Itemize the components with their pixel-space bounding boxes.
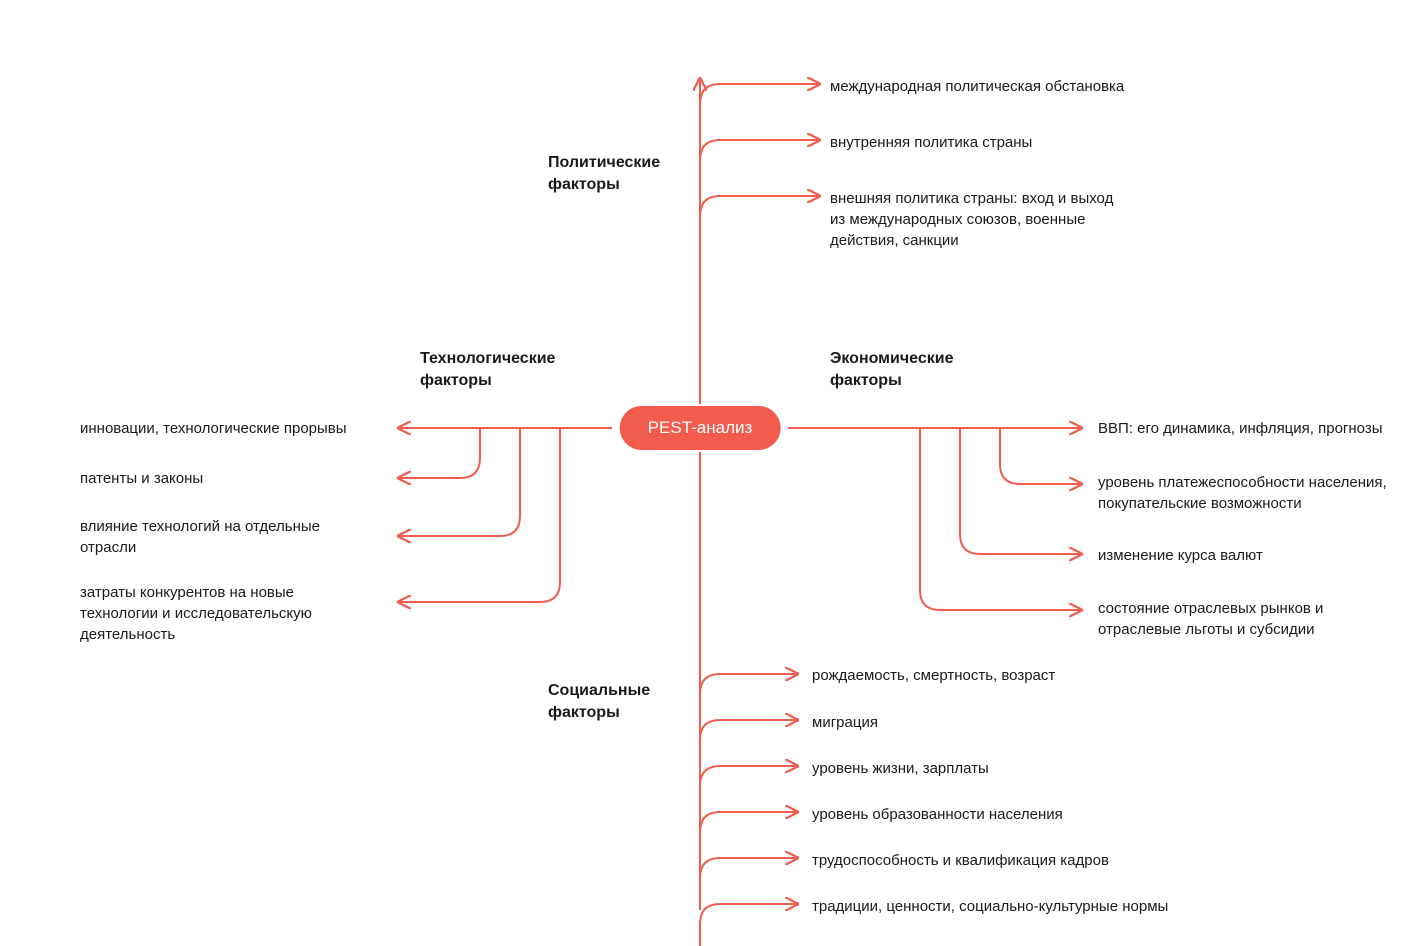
leaf-tech-1: патенты и законы [80,468,203,489]
branch-title-political: Политические факторы [548,152,660,195]
leaf-social-3: уровень образованности населения [812,804,1063,825]
leaf-economic-2: изменение курса валют [1098,545,1263,566]
leaf-social-2: уровень жизни, зарплаты [812,758,989,779]
leaf-economic-0: ВВП: его динамика, инфляция, прогнозы [1098,418,1383,439]
leaf-tech-2: влияние технологий на отдельные отрасли [80,516,360,558]
pest-mindmap: PEST-анализ Политические факторы Экономи… [0,0,1418,946]
leaf-social-0: рождаемость, смертность, возраст [812,665,1055,686]
leaf-tech-3: затраты конкурентов на новые технологии … [80,582,350,645]
leaf-social-1: миграция [812,712,878,733]
leaf-social-5: традиции, ценности, социально-культурные… [812,896,1168,917]
branch-title-economic: Экономические факторы [830,348,953,391]
center-node: PEST-анализ [620,406,781,450]
branch-title-technological: Технологические факторы [420,348,555,391]
leaf-political-2: внешняя политика страны: вход и выход из… [830,188,1130,251]
leaf-political-0: международная политическая обстановка [830,76,1124,97]
leaf-political-1: внутренняя политика страны [830,132,1032,153]
leaf-economic-1: уровень платежеспособности населения, по… [1098,472,1398,514]
leaf-economic-3: состояние отраслевых рынков и отраслевые… [1098,598,1398,640]
leaf-tech-0: инновации, технологические прорывы [80,418,347,439]
branch-title-social: Социальные факторы [548,680,650,723]
leaf-social-4: трудоспособность и квалификация кадров [812,850,1109,871]
